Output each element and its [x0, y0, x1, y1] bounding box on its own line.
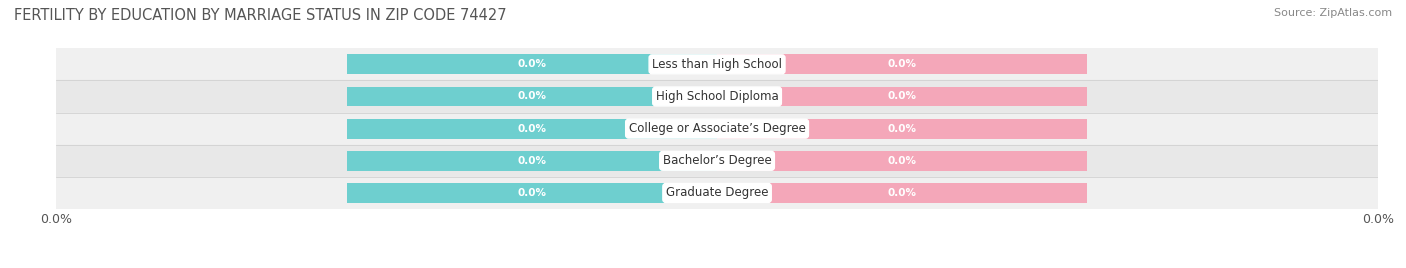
Text: Source: ZipAtlas.com: Source: ZipAtlas.com — [1274, 8, 1392, 18]
Bar — [56, 80, 1378, 113]
Text: College or Associate’s Degree: College or Associate’s Degree — [628, 122, 806, 135]
Text: 0.0%: 0.0% — [887, 124, 917, 134]
Text: 0.0%: 0.0% — [887, 91, 917, 102]
Text: High School Diploma: High School Diploma — [655, 90, 779, 103]
Bar — [56, 145, 1378, 177]
Bar — [717, 119, 1087, 139]
Text: 0.0%: 0.0% — [517, 188, 547, 198]
Bar — [717, 87, 1087, 106]
Bar — [347, 183, 717, 203]
Bar — [56, 177, 1378, 209]
Text: Less than High School: Less than High School — [652, 58, 782, 71]
Bar — [347, 54, 717, 74]
Bar — [347, 87, 717, 106]
Text: 0.0%: 0.0% — [517, 156, 547, 166]
Legend: Married, Unmarried: Married, Unmarried — [624, 263, 810, 268]
Text: FERTILITY BY EDUCATION BY MARRIAGE STATUS IN ZIP CODE 74427: FERTILITY BY EDUCATION BY MARRIAGE STATU… — [14, 8, 506, 23]
Bar — [56, 113, 1378, 145]
Text: 0.0%: 0.0% — [517, 59, 547, 69]
Text: Bachelor’s Degree: Bachelor’s Degree — [662, 154, 772, 167]
Bar — [717, 54, 1087, 74]
Text: 0.0%: 0.0% — [887, 188, 917, 198]
Bar — [56, 48, 1378, 80]
Text: Graduate Degree: Graduate Degree — [666, 187, 768, 199]
Bar — [347, 119, 717, 139]
Text: 0.0%: 0.0% — [887, 156, 917, 166]
Bar — [717, 183, 1087, 203]
Bar — [717, 151, 1087, 171]
Text: 0.0%: 0.0% — [887, 59, 917, 69]
Text: 0.0%: 0.0% — [517, 91, 547, 102]
Text: 0.0%: 0.0% — [517, 124, 547, 134]
Bar — [347, 151, 717, 171]
